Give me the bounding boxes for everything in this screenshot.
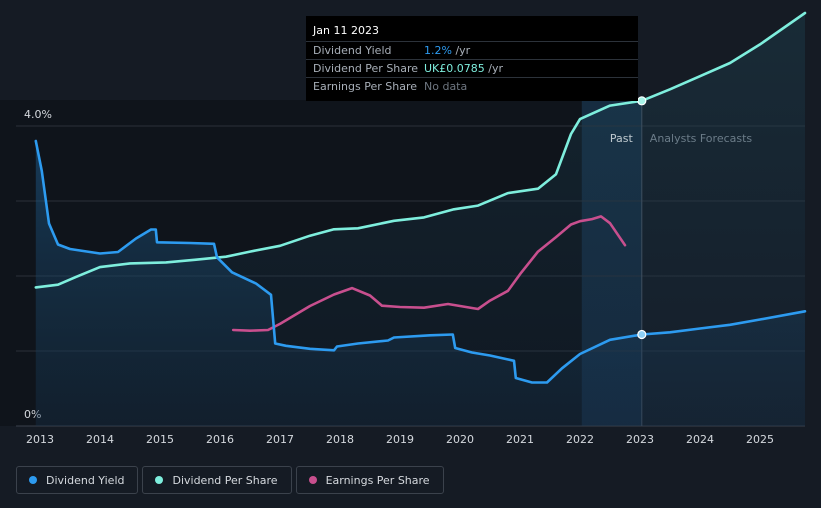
x-tick-label: 2018 bbox=[326, 433, 354, 446]
x-tick-label: 2021 bbox=[506, 433, 534, 446]
x-tick-label: 2025 bbox=[746, 433, 774, 446]
dividend-per-share-marker bbox=[637, 96, 647, 106]
tooltip-row-dividend-yield: Dividend Yield 1.2% /yr bbox=[306, 41, 638, 60]
tooltip-date: Jan 11 2023 bbox=[313, 24, 379, 37]
tooltip-row-earnings-per-share: Earnings Per Share No data bbox=[306, 77, 638, 96]
legend-label: Dividend Yield bbox=[46, 473, 125, 487]
x-tick-label: 2022 bbox=[566, 433, 594, 446]
x-tick-label: 2013 bbox=[26, 433, 54, 446]
legend-dot-icon bbox=[29, 476, 37, 484]
legend-item-dividend-yield[interactable]: Dividend Yield bbox=[16, 466, 139, 494]
tooltip-unit: /yr bbox=[488, 62, 504, 75]
x-tick-label: 2016 bbox=[206, 433, 234, 446]
tooltip-value: UK£0.0785 bbox=[424, 62, 485, 75]
x-tick-label: 2015 bbox=[146, 433, 174, 446]
tooltip: Jan 11 2023 Dividend Yield 1.2% /yr Divi… bbox=[306, 16, 638, 101]
x-tick-label: 2017 bbox=[266, 433, 294, 446]
tooltip-value: 1.2% bbox=[424, 44, 452, 57]
x-tick-label: 2019 bbox=[386, 433, 414, 446]
dividend-per-share-line bbox=[34, 11, 807, 289]
tooltip-label: Earnings Per Share bbox=[313, 80, 418, 93]
legend-item-dividend-per-share[interactable]: Dividend Per Share bbox=[142, 466, 292, 494]
x-tick-label: 2020 bbox=[446, 433, 474, 446]
x-tick-label: 2024 bbox=[686, 433, 714, 446]
tooltip-row-dividend-per-share: Dividend Per Share UK£0.0785 /yr bbox=[306, 59, 638, 78]
legend-dot-icon bbox=[308, 476, 317, 484]
tooltip-label: Dividend Yield bbox=[313, 44, 392, 57]
dividend-yield-line bbox=[34, 139, 807, 384]
legend-label: Earnings Per Share bbox=[325, 473, 430, 487]
legend-label: Dividend Per Share bbox=[172, 473, 278, 487]
tooltip-unit: /yr bbox=[455, 44, 471, 57]
legend: Dividend Yield Dividend Per Share Earnin… bbox=[16, 466, 444, 494]
legend-dot-icon bbox=[155, 476, 164, 484]
tooltip-label: Dividend Per Share bbox=[313, 62, 419, 75]
legend-item-earnings-per-share[interactable]: Earnings Per Share bbox=[295, 466, 444, 494]
earnings-per-share-line bbox=[231, 215, 627, 332]
x-tick-label: 2023 bbox=[626, 433, 654, 446]
dividend-yield-marker bbox=[637, 329, 647, 340]
y-tick-label: 4.0% bbox=[24, 108, 52, 121]
tooltip-value: No data bbox=[424, 80, 468, 93]
dividend-per-share-area bbox=[35, 13, 806, 426]
x-tick-label: 2014 bbox=[86, 433, 114, 446]
